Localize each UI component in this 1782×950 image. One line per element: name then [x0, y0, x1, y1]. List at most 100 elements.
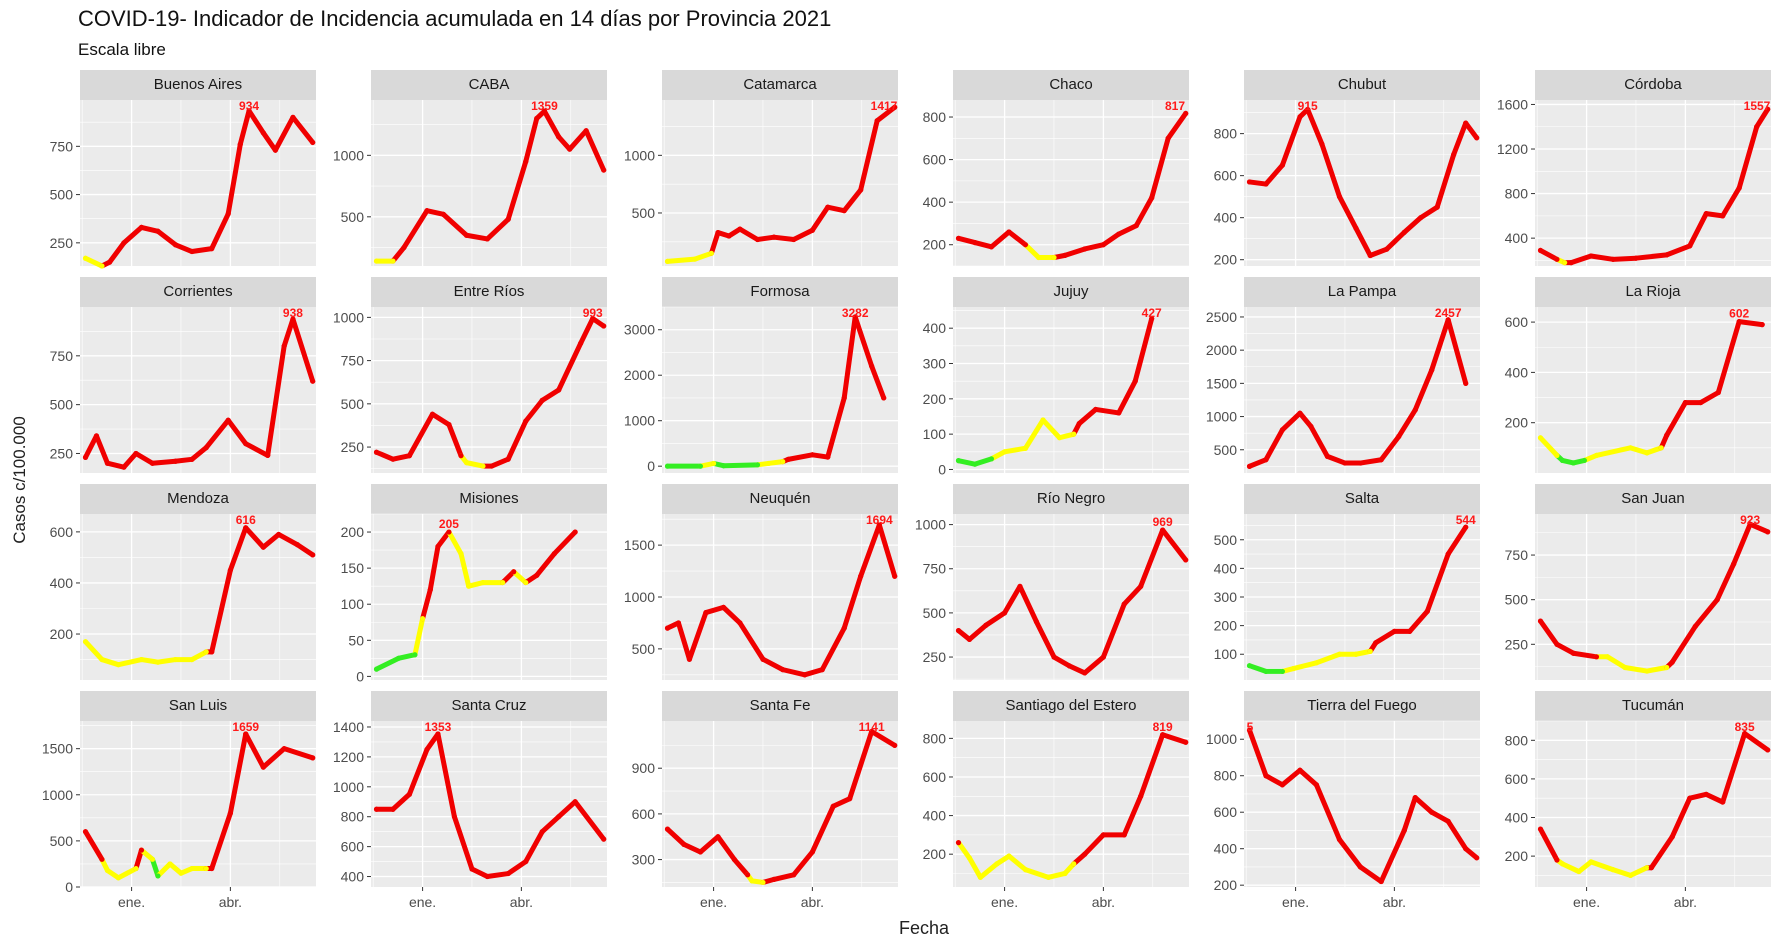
- series-segment: [1022, 867, 1051, 880]
- data-point: [809, 849, 815, 855]
- series-segment: [869, 363, 887, 401]
- data-point: [1051, 654, 1057, 660]
- data-point: [664, 463, 671, 469]
- series-segment: [1138, 732, 1166, 799]
- panel-santa-cruz: Santa Cruz 400 600 800 1000 1200 1400 ene. abr. 1…: [333, 691, 607, 910]
- data-point: [390, 258, 396, 264]
- y-tick-label: 150: [341, 560, 365, 576]
- data-point: [1412, 795, 1418, 801]
- data-point: [754, 236, 761, 243]
- data-point: [785, 456, 791, 462]
- data-point: [710, 460, 717, 467]
- series-segment: [841, 314, 858, 401]
- panel-plot: 200 400 600 800 ene. abr. 819: [923, 720, 1189, 910]
- data-point: [1353, 225, 1359, 231]
- data-point: [260, 130, 266, 136]
- data-point: [977, 874, 984, 880]
- panel-plot: 100 200 300 400 500 544: [1214, 513, 1480, 680]
- data-point: [424, 746, 430, 753]
- x-tick-label: ene.: [118, 894, 145, 910]
- data-point: [780, 459, 786, 465]
- y-tick-label: 400: [923, 320, 947, 336]
- data-point: [590, 315, 596, 322]
- y-tick-label: 1000: [624, 413, 655, 429]
- series-segment: [133, 847, 144, 872]
- y-tick-label: 200: [1505, 415, 1529, 431]
- data-point: [1407, 628, 1413, 634]
- panel-plot: 250 500 750 1000 969: [915, 514, 1189, 680]
- series-segment: [1669, 623, 1698, 665]
- data-point: [172, 242, 179, 248]
- plot-background: [1535, 721, 1771, 887]
- series-segment: [276, 531, 300, 548]
- data-point: [203, 445, 209, 451]
- data-point: [1742, 730, 1748, 737]
- y-tick-label: 800: [1214, 126, 1238, 142]
- data-point: [1121, 601, 1127, 607]
- y-tick-label: 1600: [1497, 96, 1528, 112]
- data-point: [209, 246, 215, 252]
- data-point: [720, 463, 727, 469]
- series-segment: [858, 118, 880, 193]
- data-point: [1554, 641, 1560, 647]
- data-point: [294, 542, 300, 548]
- series-segment: [1412, 367, 1435, 413]
- panel-san-luis: San Luis 0 500 1000 1500 ene. abr. 1659: [42, 691, 316, 910]
- data-point: [1588, 859, 1594, 865]
- data-point: [692, 256, 698, 262]
- series-segment: [1703, 211, 1726, 219]
- plot-background: [80, 307, 316, 473]
- series-segment: [1434, 152, 1457, 210]
- x-tick-label: ene.: [700, 894, 727, 910]
- panel-strip-label: San Juan: [1535, 484, 1771, 514]
- data-point: [172, 656, 179, 663]
- y-tick-label: 1000: [1206, 409, 1237, 425]
- data-point: [446, 529, 452, 535]
- series-segment: [664, 256, 698, 264]
- data-point: [874, 118, 880, 124]
- series-segment: [1720, 731, 1748, 805]
- data-point: [1429, 809, 1435, 815]
- series-segment: [1353, 225, 1373, 258]
- series-segment: [1313, 651, 1342, 666]
- series-segment: [972, 240, 994, 250]
- data-point: [1290, 665, 1296, 672]
- data-point: [1604, 654, 1611, 660]
- data-point: [1687, 243, 1693, 249]
- y-tick-label: 1000: [333, 147, 364, 163]
- data-point: [1401, 229, 1407, 235]
- chart-title: COVID-19- Indicador de Incidencia acumul…: [78, 6, 832, 31]
- max-value-label: 2457: [1435, 306, 1462, 320]
- panel-strip-label: Buenos Aires: [80, 70, 316, 100]
- y-tick-label: 1500: [1206, 375, 1237, 391]
- series-segment: [1644, 665, 1670, 674]
- data-point: [484, 236, 490, 242]
- data-point: [664, 625, 671, 631]
- data-point: [1570, 650, 1577, 656]
- panel-plot: 500 1000 1500 2000 2500 2457: [1206, 306, 1480, 473]
- series-segment: [1736, 319, 1765, 328]
- data-point: [1279, 668, 1286, 675]
- data-point: [819, 667, 825, 673]
- panel-jujuy: Jujuy 0 100 200 300 400 427: [923, 277, 1189, 477]
- data-point: [955, 840, 962, 846]
- data-point: [1022, 867, 1029, 873]
- data-point: [601, 836, 607, 842]
- data-point: [1138, 583, 1144, 590]
- y-tick-label: 2000: [624, 367, 655, 383]
- series-segment: [149, 856, 161, 879]
- data-point: [541, 108, 548, 114]
- series-segment: [1445, 818, 1469, 852]
- series-segment: [1401, 215, 1424, 235]
- data-point: [276, 531, 282, 538]
- y-tick-label: 1500: [42, 741, 73, 757]
- data-point: [1165, 135, 1171, 141]
- x-tick-label: ene.: [1573, 894, 1600, 910]
- max-value-label: 819: [1153, 720, 1173, 734]
- y-tick-label: 250: [1505, 636, 1529, 652]
- data-point: [1644, 668, 1650, 674]
- y-tick-label: 1000: [624, 589, 655, 605]
- series-segment: [1664, 400, 1688, 438]
- data-point: [1474, 855, 1480, 861]
- data-point: [260, 544, 266, 550]
